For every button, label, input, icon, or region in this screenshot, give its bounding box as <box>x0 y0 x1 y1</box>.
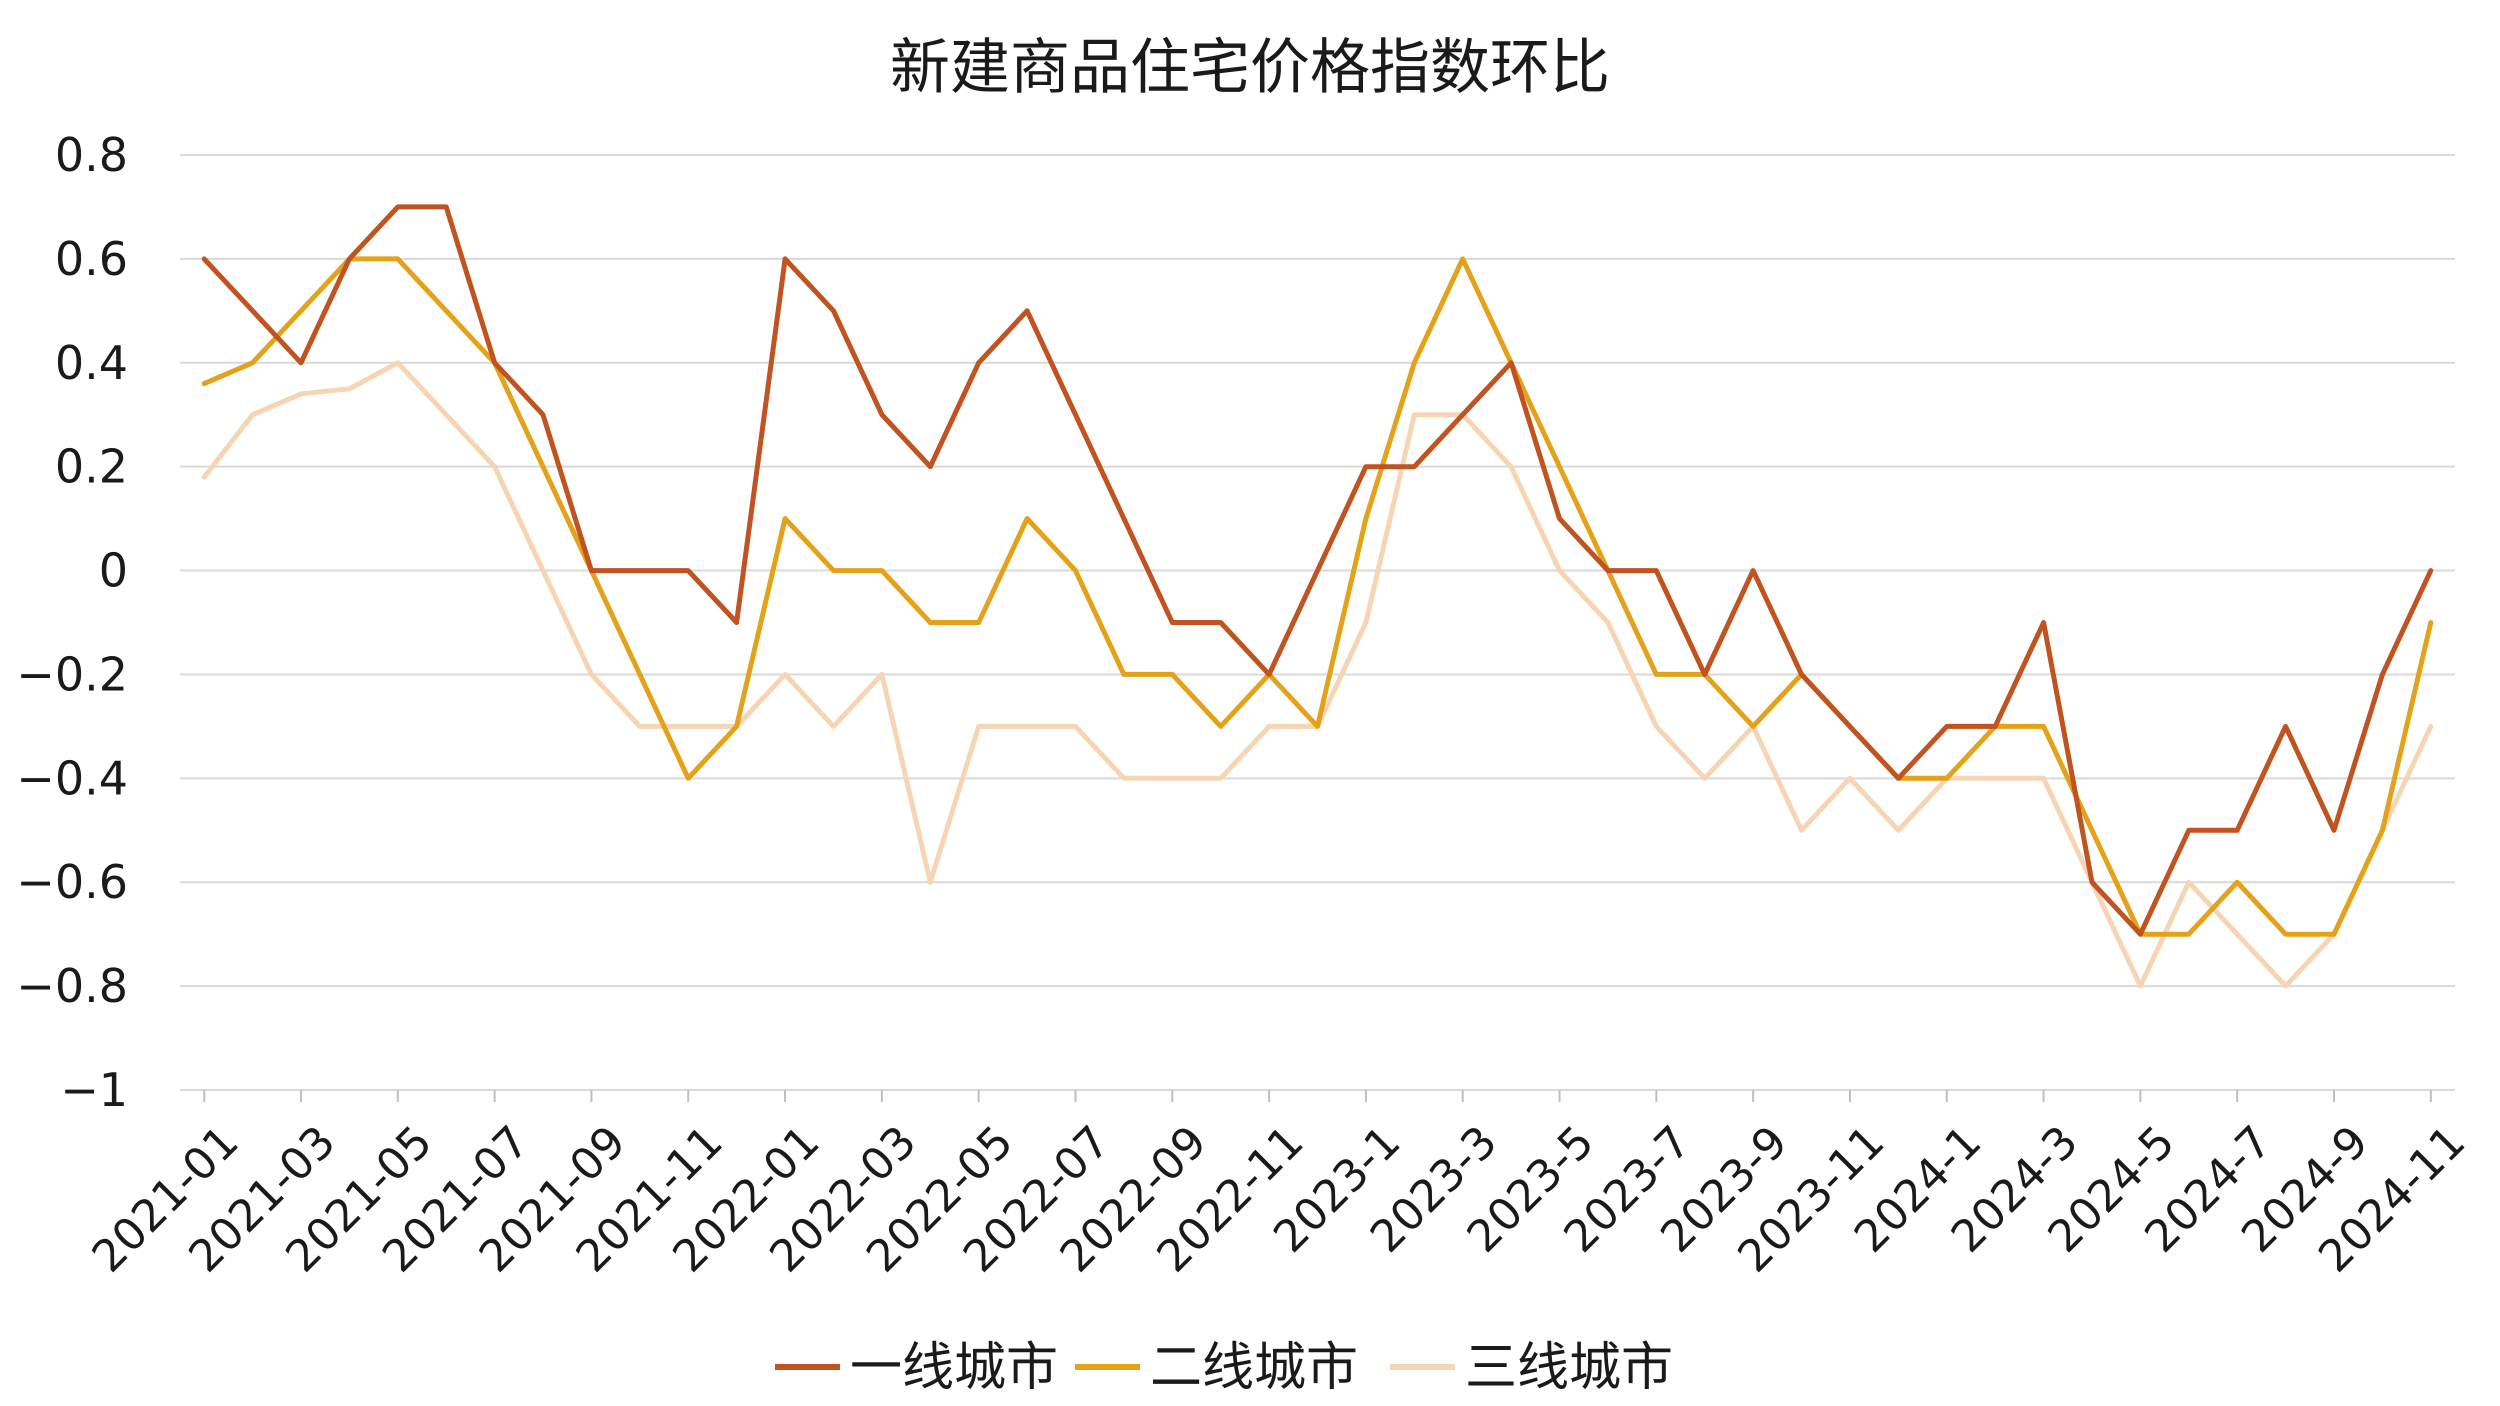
series-line-2 <box>201 256 2434 937</box>
legend-label-1: 一线城市 <box>850 1338 1058 1398</box>
y-tick-label: 0.6 <box>55 232 128 286</box>
legend: 一线城市 二线城市 三线城市 <box>775 1338 1673 1398</box>
y-tick-label: 0.8 <box>55 128 128 182</box>
y-axis: 0.8 0.6 0.4 0.2 0 −0.2 −0.4 −0.6 −0.8 −1 <box>16 128 128 1117</box>
y-tick-label: 0.2 <box>55 440 128 494</box>
y-tick-label: −1 <box>60 1063 128 1117</box>
y-tick-label: −0.6 <box>16 855 128 909</box>
gridlines <box>180 154 2455 1091</box>
y-tick-label: −0.4 <box>16 751 128 805</box>
x-axis: 2021-012021-032021-052021-072021-092021-… <box>83 1090 2475 1282</box>
legend-label-3: 三线城市 <box>1465 1338 1673 1398</box>
chart-title: 新建商品住宅价格指数环比 <box>890 33 1610 103</box>
y-tick-label: 0.4 <box>55 336 128 390</box>
y-tick-label: −0.2 <box>16 647 128 701</box>
series-lines <box>201 204 2434 989</box>
series-line-1 <box>201 204 2434 937</box>
y-tick-label: −0.8 <box>16 959 128 1013</box>
legend-label-2: 二线城市 <box>1150 1338 1358 1398</box>
y-tick-label: 0 <box>99 544 128 598</box>
